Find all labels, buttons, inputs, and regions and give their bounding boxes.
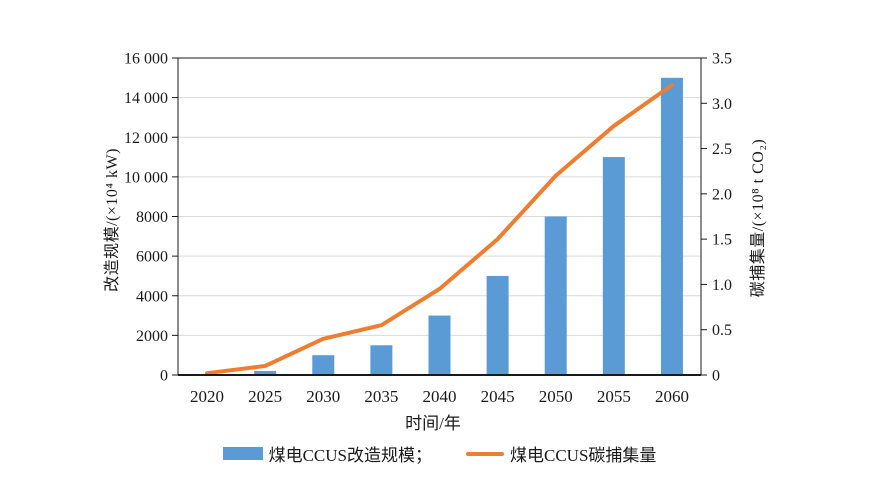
legend: 煤电CCUS改造规模； 煤电CCUS碳捕集量 [0,441,879,466]
x-tick-label: 2045 [481,387,515,406]
y-right-tick-label: 0 [712,368,720,385]
x-tick-label: 2050 [539,387,573,406]
y-right-tick-label: 3.0 [712,96,732,113]
x-tick-label: 2060 [655,387,689,406]
y-left-tick-label: 12 000 [124,130,168,147]
y-right-tick-label: 1.5 [712,232,732,249]
y-right-tick-label: 3.5 [712,51,732,68]
legend-label-retrofit-scale: 煤电CCUS改造规模； [268,446,432,465]
x-tick-label: 2025 [248,387,282,406]
bar-2055 [602,157,625,375]
y-left-tick-label: 0 [160,368,168,385]
bar-series-swatch [222,447,263,460]
bar-2045 [486,275,509,375]
y-right-tick-label: 0.5 [712,322,732,339]
y-left-tick-label: 16 000 [124,51,168,68]
y-left-tick-label: 4000 [136,288,168,305]
y-left-tick-label: 14 000 [124,90,168,107]
legend-item-carbon-capture: 煤电CCUS碳捕集量 [466,441,656,466]
left-axis-title: 改造规模/(×10⁴ kW) [104,148,121,292]
bar-2035 [370,345,393,375]
x-tick-label: 2055 [597,387,631,406]
y-left-tick-label: 6000 [136,249,168,266]
y-left-tick-label: 10 000 [124,169,168,186]
y-right-tick-label: 2.0 [712,186,732,203]
bar-2060 [660,77,683,375]
y-left-tick-label: 8000 [136,209,168,226]
y-left-tick-label: 2000 [136,328,168,345]
x-tick-label: 2030 [306,387,340,406]
line-series-swatch [466,451,504,456]
right-axis-title: 碳捕集量/(×10⁸ t CO₂) [750,138,767,298]
bar-2025 [254,371,277,375]
bar-2040 [428,315,451,375]
capture-line [205,83,674,376]
y-right-tick-label: 2.5 [712,141,732,158]
bar-2050 [544,216,567,375]
bar-2030 [312,355,335,375]
x-tick-label: 2035 [364,387,398,406]
legend-item-retrofit-scale: 煤电CCUS改造规模； [222,441,432,466]
y-right-tick-label: 1.0 [712,277,732,294]
x-axis-title: 时间/年 [405,414,461,433]
legend-label-carbon-capture: 煤电CCUS碳捕集量 [510,446,657,465]
x-tick-label: 2020 [190,387,224,406]
x-tick-label: 2040 [423,387,457,406]
